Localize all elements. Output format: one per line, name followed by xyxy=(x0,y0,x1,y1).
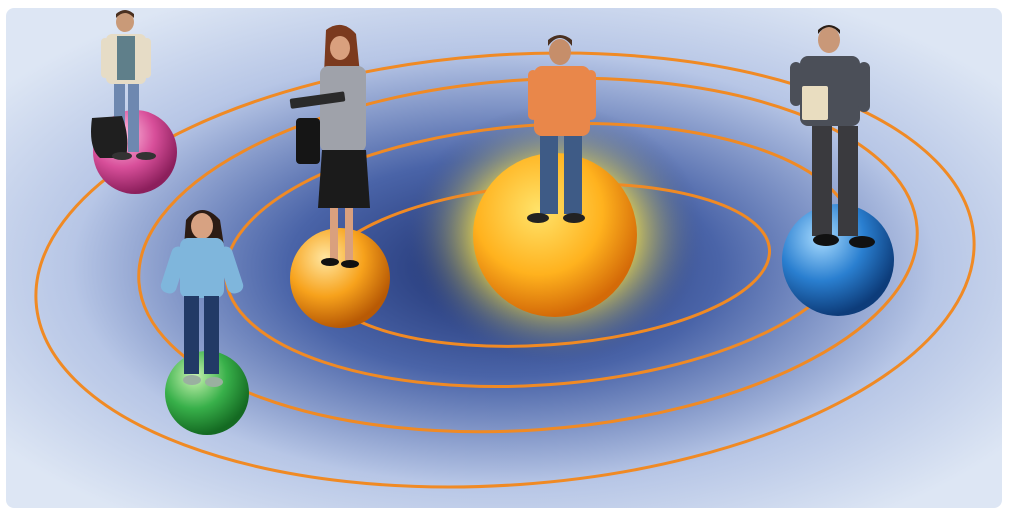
sun xyxy=(473,153,637,317)
orbit-4 xyxy=(34,51,976,489)
figure-boy-with-backpack xyxy=(91,10,156,160)
figure-girl-light-blue-sweater xyxy=(160,210,244,387)
planet-blue xyxy=(782,204,894,316)
figure-woman-on-phone-with-folder xyxy=(289,24,370,268)
figure-man-holding-box xyxy=(790,25,875,248)
figure-boy-orange-shirt xyxy=(527,35,596,223)
planet-orange xyxy=(290,228,390,328)
orbit-3 xyxy=(137,76,919,434)
